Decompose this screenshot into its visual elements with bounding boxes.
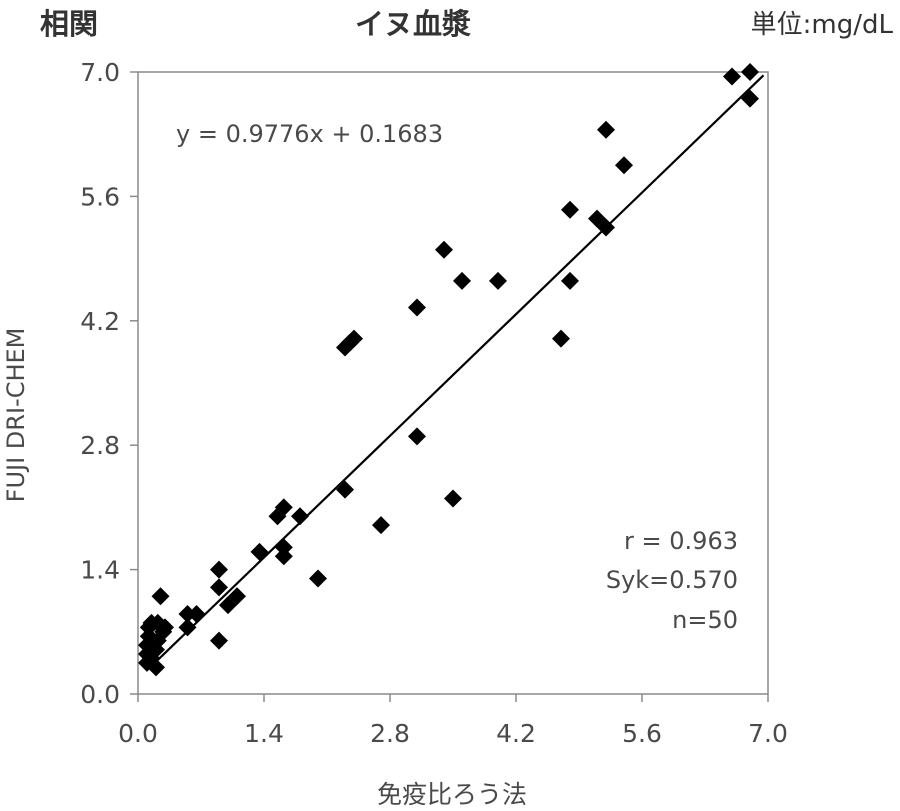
- data-point: [336, 480, 354, 499]
- x-tick-label: 0.0: [118, 719, 158, 748]
- data-point: [408, 298, 426, 317]
- data-point: [151, 587, 170, 606]
- data-point: [444, 489, 462, 508]
- x-tick-label: 7.0: [748, 719, 788, 748]
- data-point: [345, 329, 363, 348]
- data-point: [274, 498, 293, 517]
- data-point: [489, 271, 507, 290]
- stat-r: r = 0.963: [624, 527, 738, 555]
- x-tick-label: 4.2: [496, 719, 536, 748]
- stat-n: n=50: [672, 606, 738, 634]
- data-point: [274, 538, 293, 557]
- center-title: イヌ血漿: [355, 7, 471, 41]
- regression-line: [155, 74, 765, 663]
- left-title: 相関: [40, 7, 98, 41]
- data-point: [723, 67, 741, 86]
- data-point: [178, 618, 197, 637]
- data-point: [291, 507, 309, 526]
- y-axis-label: FUJI DRI-CHEM: [2, 328, 30, 503]
- x-tick-label: 1.4: [244, 719, 284, 748]
- data-point: [435, 240, 453, 259]
- regression-equation: y = 0.9776x + 0.1683: [176, 120, 443, 148]
- stat-syk: Syk=0.570: [606, 566, 738, 594]
- data-point: [156, 618, 174, 637]
- x-tick-label: 2.8: [370, 719, 410, 748]
- data-point: [615, 156, 633, 175]
- data-point: [408, 427, 426, 446]
- data-point: [187, 605, 206, 624]
- data-point: [453, 271, 471, 290]
- data-point: [372, 516, 390, 535]
- y-tick-label: 5.6: [80, 182, 120, 211]
- data-point: [597, 218, 615, 237]
- unit-label: 単位:mg/dL: [751, 10, 894, 40]
- data-point: [741, 63, 759, 81]
- data-point: [561, 200, 579, 219]
- data-point: [309, 569, 327, 588]
- y-tick-label: 7.0: [80, 58, 120, 87]
- x-tick-label: 5.6: [622, 719, 662, 748]
- data-points: [138, 63, 759, 677]
- y-tick-label: 1.4: [80, 556, 120, 585]
- plot-frame: [137, 71, 769, 695]
- data-point: [741, 89, 759, 108]
- regression-line-group: [155, 74, 765, 663]
- data-point: [210, 560, 228, 579]
- data-point: [228, 587, 246, 606]
- y-axis-ticks: 0.0 1.4 2.8 4.2 5.6 7.0: [80, 58, 138, 709]
- data-point: [561, 271, 579, 290]
- data-point: [250, 542, 269, 561]
- data-point: [142, 649, 161, 668]
- data-point: [210, 631, 228, 650]
- x-axis-label: 免疫比ろう法: [377, 780, 527, 809]
- y-tick-label: 4.2: [80, 307, 120, 336]
- x-axis-ticks: 0.0 1.4 2.8 4.2 5.6 7.0: [118, 694, 788, 748]
- y-tick-label: 0.0: [80, 680, 120, 709]
- data-point: [552, 329, 570, 348]
- data-point: [597, 120, 615, 139]
- data-point: [210, 578, 228, 597]
- y-tick-label: 2.8: [80, 431, 120, 460]
